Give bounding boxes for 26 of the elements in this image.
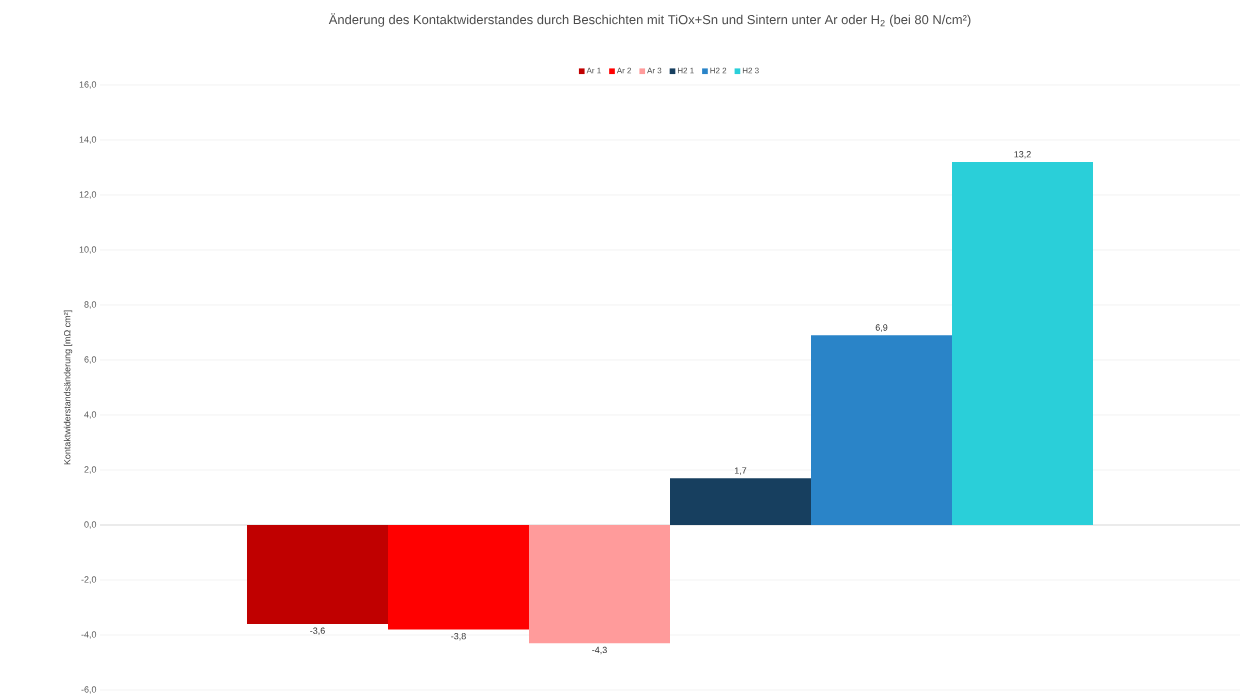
- bar: [952, 162, 1093, 525]
- y-tick-label: -2,0: [81, 576, 97, 584]
- bar: [388, 525, 529, 630]
- y-axis-title: Kontaktwiderstandsänderung [mΩ cm²]: [63, 310, 73, 465]
- y-tick-label: -4,0: [81, 631, 97, 639]
- bar: [811, 335, 952, 525]
- data-label: 13,2: [1014, 151, 1031, 159]
- bar: [670, 478, 811, 525]
- data-label: 1,7: [734, 467, 747, 475]
- y-tick-label: 0,0: [84, 521, 97, 529]
- y-tick-label: 4,0: [84, 411, 97, 419]
- data-label: -3,6: [310, 627, 325, 635]
- y-tick-label: 12,0: [79, 191, 97, 199]
- bar: [529, 525, 670, 644]
- y-tick-label: -6,0: [81, 686, 97, 694]
- y-tick-label: 14,0: [79, 136, 97, 144]
- bar: [246, 525, 388, 624]
- data-label: 6,9: [875, 324, 888, 332]
- chart-title: Änderung des Kontaktwiderstandes durch Beschichten mit TiOx+Sn und Sintern unter Ar oder H$_{2}$ (bei 80 N/cm²): [328, 13, 971, 27]
- data-label: -4,3: [592, 646, 607, 655]
- y-tick-label: 6,0: [84, 356, 97, 364]
- data-label: -3,8: [451, 633, 466, 641]
- y-tick-label: 16,0: [79, 81, 97, 89]
- y-tick-label: 2,0: [84, 466, 97, 474]
- y-tick-label: 10,0: [79, 246, 97, 254]
- y-tick-label: 8,0: [84, 301, 97, 309]
